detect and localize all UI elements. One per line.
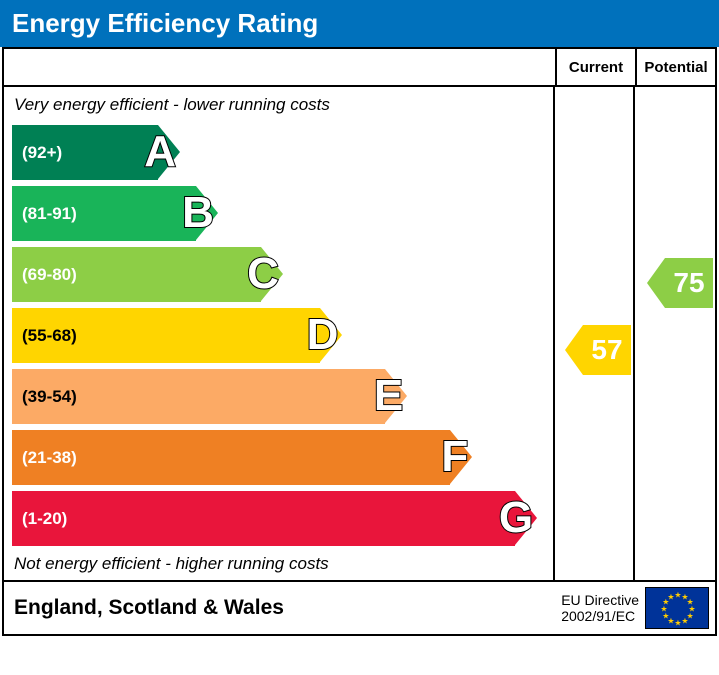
eu-directive: EU Directive 2002/91/EC bbox=[561, 592, 639, 624]
band-range: (92+) bbox=[12, 143, 62, 163]
bands-container: (92+) A (81-91) B (69-80) C (55-68) D (39-54) E (2… bbox=[4, 125, 553, 546]
band-b: (81-91) B bbox=[12, 186, 553, 241]
band-range: (39-54) bbox=[12, 387, 77, 407]
current-pointer-value: 57 bbox=[583, 325, 631, 375]
eu-star: ★ bbox=[674, 619, 681, 628]
potential-pointer-value: 75 bbox=[665, 258, 713, 308]
band-letter: B bbox=[182, 188, 214, 238]
band-letter: A bbox=[144, 127, 176, 177]
band-bar: (55-68)D bbox=[12, 308, 320, 363]
directive-line2: 2002/91/EC bbox=[561, 608, 635, 624]
eu-flag-icon: ★★★★★★★★★★★★ bbox=[645, 587, 709, 629]
band-range: (81-91) bbox=[12, 204, 77, 224]
band-a: (92+) A bbox=[12, 125, 553, 180]
band-letter: E bbox=[374, 371, 403, 421]
header-current: Current bbox=[555, 49, 635, 85]
band-range: (55-68) bbox=[12, 326, 77, 346]
epc-chart: Current Potential Very energy efficient … bbox=[2, 47, 717, 636]
footer-row: England, Scotland & Wales EU Directive 2… bbox=[4, 580, 715, 634]
footer-region: England, Scotland & Wales bbox=[4, 596, 561, 620]
directive-line1: EU Directive bbox=[561, 592, 639, 608]
band-bar: (69-80)C bbox=[12, 247, 261, 302]
band-range: (69-80) bbox=[12, 265, 77, 285]
band-bar: (1-20)G bbox=[12, 491, 515, 546]
footer-right: EU Directive 2002/91/EC ★★★★★★★★★★★★ bbox=[561, 587, 715, 629]
band-range: (21-38) bbox=[12, 448, 77, 468]
header-row: Current Potential bbox=[4, 49, 715, 87]
band-letter: G bbox=[499, 493, 533, 543]
title-bar: Energy Efficiency Rating bbox=[0, 0, 719, 47]
current-pointer: 57 bbox=[565, 325, 631, 375]
band-letter: D bbox=[307, 310, 339, 360]
band-letter: C bbox=[247, 249, 279, 299]
eu-star: ★ bbox=[667, 592, 674, 601]
band-f: (21-38) F bbox=[12, 430, 553, 485]
band-e: (39-54) E bbox=[12, 369, 553, 424]
header-potential: Potential bbox=[635, 49, 715, 85]
body-row: Very energy efficient - lower running co… bbox=[4, 87, 715, 580]
caption-top: Very energy efficient - lower running co… bbox=[4, 93, 553, 119]
eu-star: ★ bbox=[681, 617, 688, 626]
potential-column: 75 bbox=[635, 87, 715, 580]
band-letter: F bbox=[441, 432, 468, 482]
band-bar: (39-54)E bbox=[12, 369, 385, 424]
current-column: 57 bbox=[555, 87, 635, 580]
potential-pointer-arrow bbox=[647, 258, 665, 308]
band-c: (69-80) C bbox=[12, 247, 553, 302]
bars-column: Very energy efficient - lower running co… bbox=[4, 87, 555, 580]
current-pointer-arrow bbox=[565, 325, 583, 375]
band-bar: (92+)A bbox=[12, 125, 158, 180]
band-bar: (81-91)B bbox=[12, 186, 196, 241]
band-g: (1-20) G bbox=[12, 491, 553, 546]
header-spacer bbox=[4, 49, 555, 85]
caption-bottom: Not energy efficient - higher running co… bbox=[4, 552, 553, 578]
band-d: (55-68) D bbox=[12, 308, 553, 363]
potential-pointer: 75 bbox=[647, 258, 713, 308]
band-bar: (21-38)F bbox=[12, 430, 450, 485]
band-range: (1-20) bbox=[12, 509, 67, 529]
